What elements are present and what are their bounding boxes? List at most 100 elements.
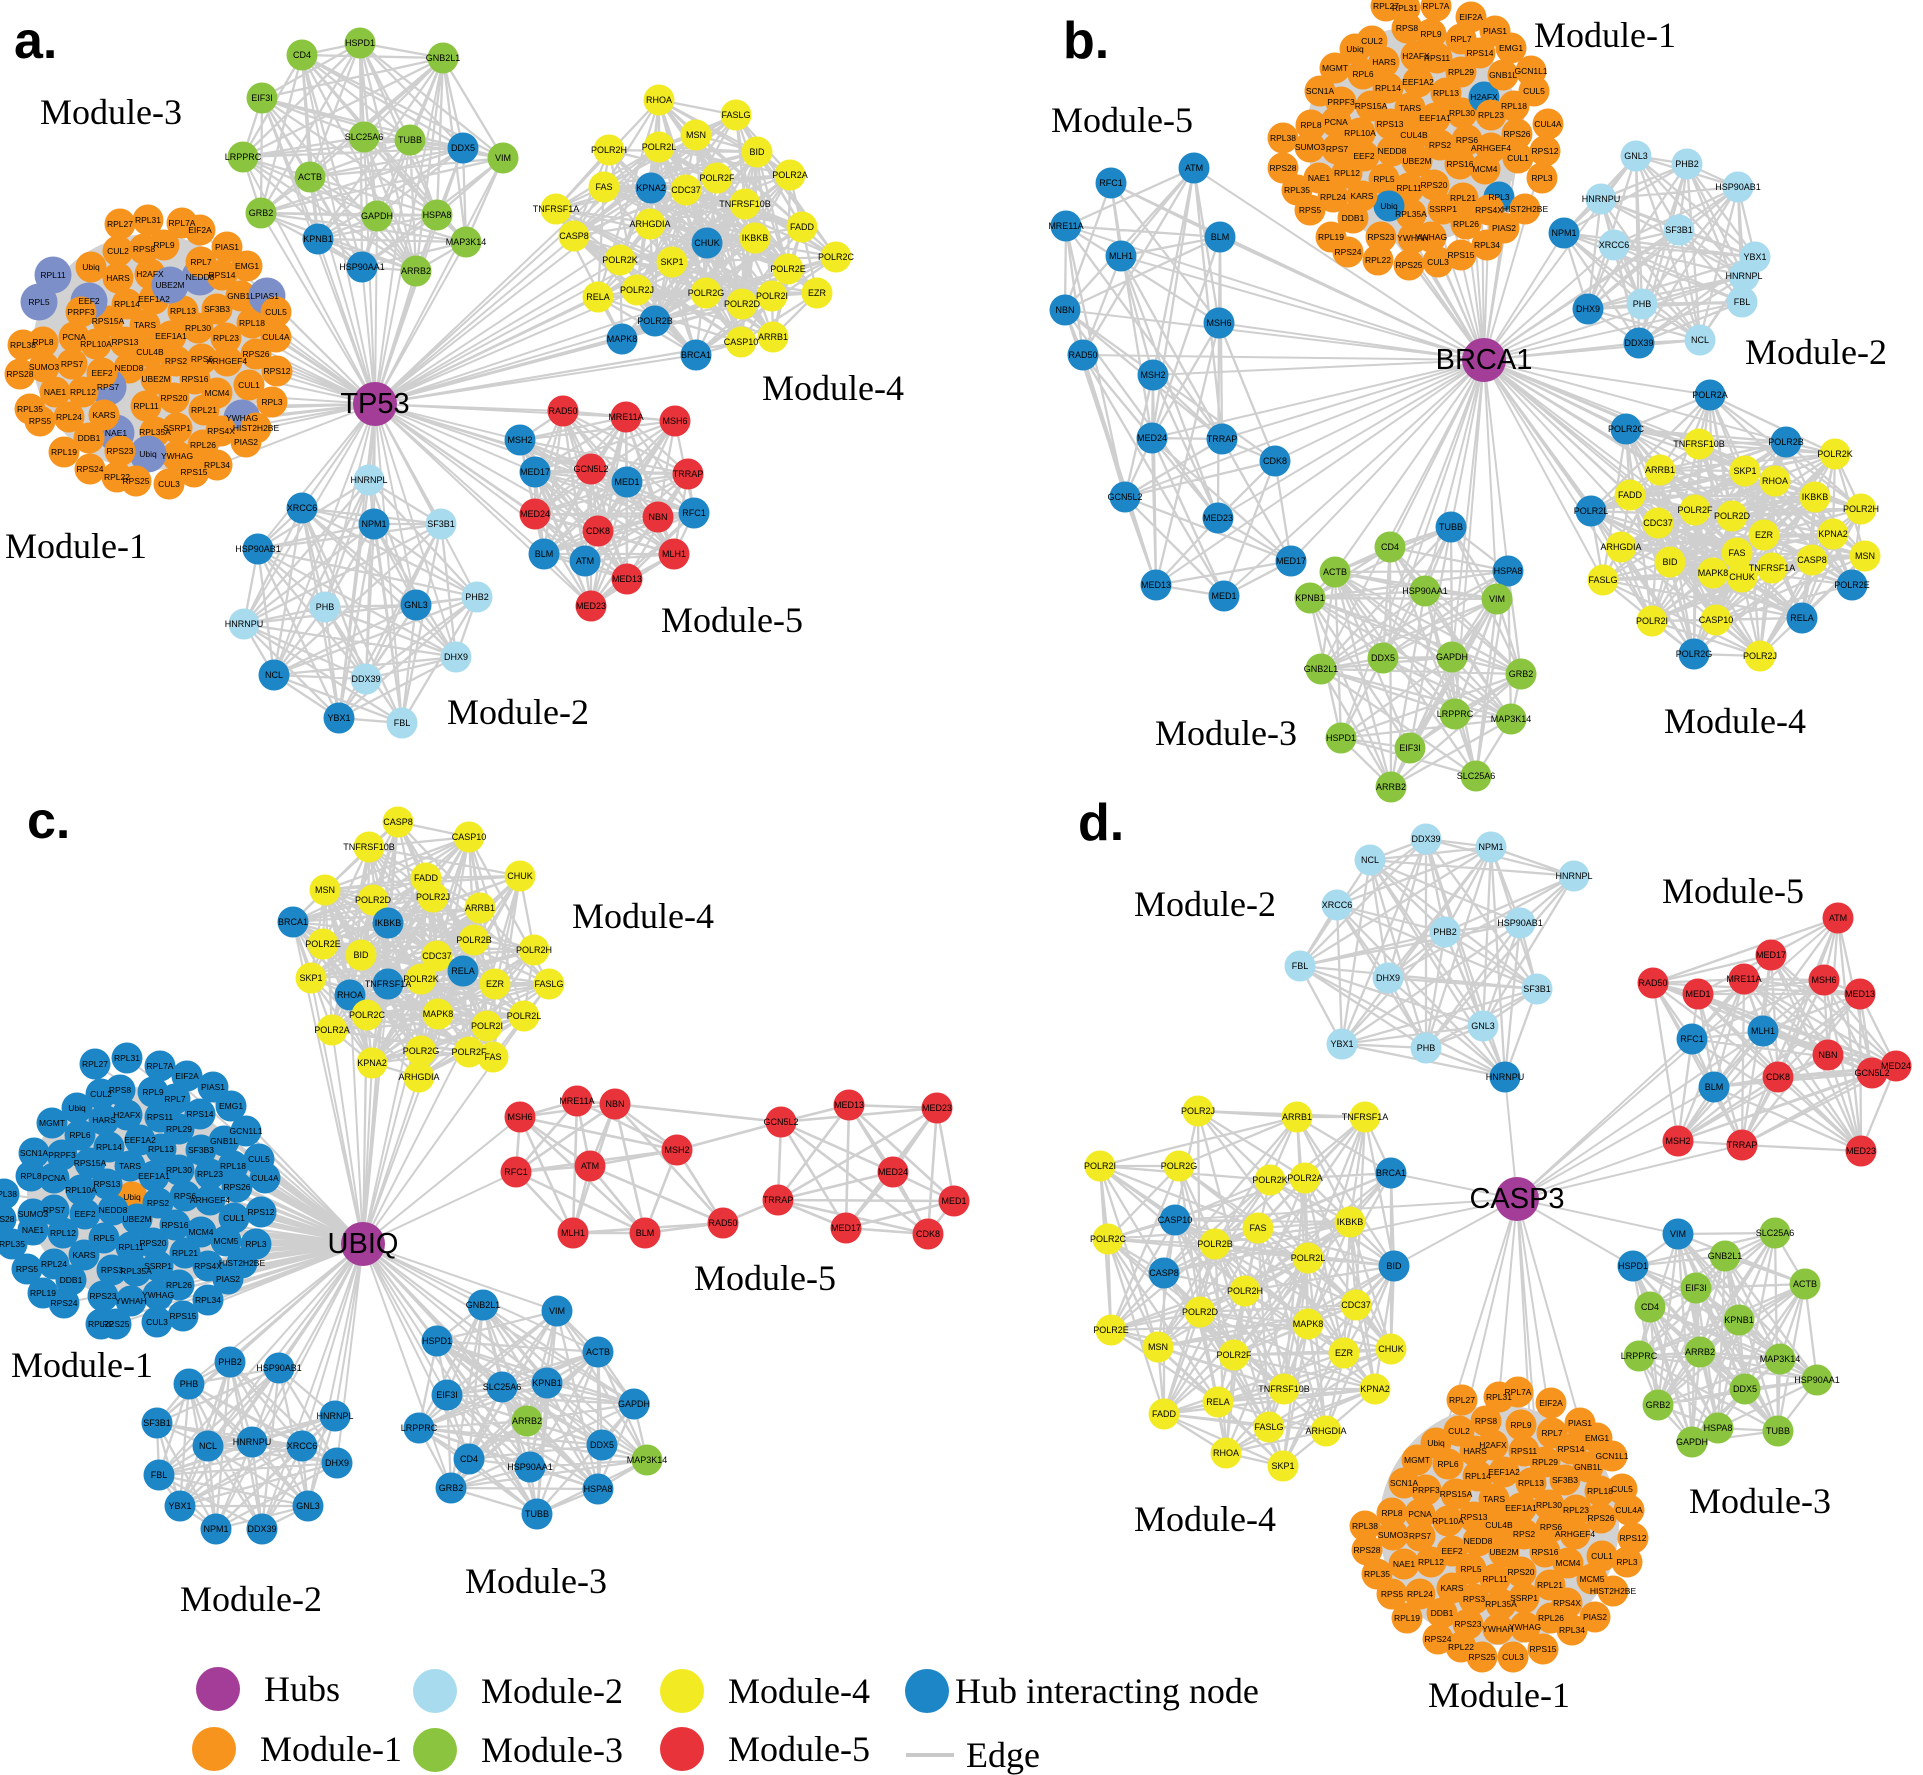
svg-text:GNL3: GNL3: [1471, 1021, 1495, 1031]
svg-text:NBN: NBN: [1818, 1050, 1837, 1060]
svg-text:FADD: FADD: [1618, 490, 1643, 500]
svg-text:ARHGDIA: ARHGDIA: [1600, 542, 1641, 552]
svg-text:RELA: RELA: [1206, 1397, 1230, 1407]
svg-text:KARS: KARS: [92, 410, 115, 420]
svg-text:NBN: NBN: [1055, 305, 1074, 315]
svg-text:RPS16: RPS16: [1532, 1547, 1559, 1557]
svg-text:CD4: CD4: [460, 1454, 478, 1464]
svg-text:CUL4A: CUL4A: [251, 1173, 279, 1183]
svg-text:MAP3K14: MAP3K14: [446, 237, 487, 247]
svg-text:SUMO3: SUMO3: [1295, 142, 1326, 152]
svg-text:RPL21: RPL21: [1537, 1580, 1563, 1590]
svg-text:PIAS2: PIAS2: [234, 437, 258, 447]
svg-text:CASP8: CASP8: [1797, 555, 1827, 565]
svg-text:POLR2A: POLR2A: [1287, 1173, 1323, 1183]
svg-text:EZR: EZR: [1755, 530, 1774, 540]
svg-text:FAS: FAS: [1249, 1223, 1266, 1233]
svg-text:MED17: MED17: [520, 467, 550, 477]
svg-text:RPL11: RPL11: [118, 1242, 144, 1252]
svg-text:RPL35: RPL35: [1284, 185, 1310, 195]
svg-text:MSN: MSN: [315, 885, 335, 895]
svg-text:MED1: MED1: [1211, 591, 1236, 601]
svg-text:DDX5: DDX5: [451, 143, 475, 153]
svg-text:ATM: ATM: [1185, 163, 1203, 173]
svg-text:DDX5: DDX5: [1371, 653, 1395, 663]
svg-text:RPL7: RPL7: [190, 257, 212, 267]
svg-text:POLR2K: POLR2K: [1817, 449, 1853, 459]
svg-text:RPL19: RPL19: [30, 1288, 56, 1298]
svg-text:BRCA1: BRCA1: [1436, 344, 1533, 376]
svg-text:ACTB: ACTB: [298, 172, 322, 182]
svg-text:PHB2: PHB2: [1433, 927, 1457, 937]
svg-text:Module-4: Module-4: [762, 368, 904, 408]
svg-text:CHUK: CHUK: [507, 871, 533, 881]
svg-text:POLR2L: POLR2L: [642, 142, 677, 152]
svg-text:RPS28: RPS28: [0, 1214, 15, 1224]
svg-text:ARRB1: ARRB1: [465, 903, 495, 913]
svg-text:RAD50: RAD50: [1068, 350, 1097, 360]
svg-text:KARS: KARS: [72, 1250, 95, 1260]
svg-text:HSPA8: HSPA8: [423, 210, 452, 220]
svg-text:RPS20: RPS20: [140, 1238, 167, 1248]
svg-text:XRCC6: XRCC6: [1322, 900, 1353, 910]
svg-text:POLR2L: POLR2L: [507, 1011, 542, 1021]
svg-text:PIAS2: PIAS2: [1583, 1612, 1607, 1622]
svg-text:TNFRSF1A: TNFRSF1A: [365, 979, 412, 989]
svg-text:HSPD1: HSPD1: [1618, 1261, 1648, 1271]
svg-text:SKP1: SKP1: [299, 973, 322, 983]
svg-text:EZR: EZR: [486, 979, 505, 989]
svg-text:a.: a.: [14, 12, 57, 70]
svg-text:BID: BID: [749, 147, 765, 157]
svg-text:RPL31: RPL31: [1392, 3, 1418, 13]
svg-text:CHUK: CHUK: [1729, 572, 1755, 582]
svg-text:RPS20: RPS20: [1508, 1567, 1535, 1577]
svg-text:KPNB1: KPNB1: [532, 1378, 562, 1388]
svg-text:FASLG: FASLG: [534, 979, 563, 989]
svg-text:RPS28: RPS28: [1270, 163, 1297, 173]
svg-text:RPS20: RPS20: [161, 393, 188, 403]
svg-text:KPNA2: KPNA2: [357, 1058, 387, 1068]
svg-text:EIF2A: EIF2A: [1459, 12, 1483, 22]
svg-text:PCNA: PCNA: [62, 332, 86, 342]
svg-text:RELA: RELA: [451, 966, 475, 976]
svg-text:KPNA2: KPNA2: [636, 183, 666, 193]
svg-text:HNRNPU: HNRNPU: [1486, 1072, 1525, 1082]
svg-text:RHOA: RHOA: [1762, 476, 1788, 486]
svg-text:PIAS1: PIAS1: [1483, 26, 1507, 36]
svg-text:RAD50: RAD50: [548, 406, 577, 416]
svg-text:RFC1: RFC1: [504, 1167, 528, 1177]
svg-text:HSP90AB1: HSP90AB1: [1497, 918, 1543, 928]
svg-text:RPL11: RPL11: [1482, 1574, 1508, 1584]
svg-text:RPS7: RPS7: [1409, 1531, 1431, 1541]
svg-text:RPL18: RPL18: [239, 318, 265, 328]
svg-text:RPL22: RPL22: [88, 1319, 114, 1329]
svg-text:RPL34: RPL34: [1474, 240, 1500, 250]
svg-text:LRPPRC: LRPPRC: [225, 152, 262, 162]
svg-text:TNFRSF1A: TNFRSF1A: [1342, 1112, 1389, 1122]
svg-text:RPS16: RPS16: [162, 1220, 189, 1230]
svg-text:RPS24: RPS24: [51, 1298, 78, 1308]
svg-text:PRPF3: PRPF3: [1412, 1485, 1440, 1495]
svg-text:CDK8: CDK8: [1766, 1072, 1790, 1082]
svg-text:MED13: MED13: [1845, 989, 1875, 999]
svg-text:HARS: HARS: [1463, 1446, 1487, 1456]
svg-text:MCM4: MCM4: [188, 1227, 213, 1237]
svg-text:YWHAH: YWHAH: [115, 1296, 147, 1306]
svg-text:GAPDH: GAPDH: [618, 1399, 650, 1409]
svg-text:VIM: VIM: [549, 1306, 565, 1316]
svg-text:FBL: FBL: [151, 1470, 168, 1480]
svg-text:CD4: CD4: [1381, 542, 1399, 552]
svg-text:GNB1L: GNB1L: [227, 291, 255, 301]
svg-text:Module-2: Module-2: [180, 1579, 322, 1619]
svg-text:NAE1: NAE1: [22, 1225, 44, 1235]
svg-text:CDC37: CDC37: [671, 185, 701, 195]
svg-text:H2AFX: H2AFX: [1402, 51, 1430, 61]
svg-text:PHB: PHB: [1417, 1043, 1436, 1053]
svg-text:CUL4B: CUL4B: [1485, 1520, 1513, 1530]
svg-text:EEF2: EEF2: [1353, 151, 1375, 161]
svg-text:EEF1A1: EEF1A1: [1419, 113, 1451, 123]
svg-text:DHX9: DHX9: [1576, 304, 1600, 314]
svg-text:RPL27: RPL27: [1449, 1395, 1475, 1405]
svg-text:CDK8: CDK8: [1263, 456, 1287, 466]
svg-text:HSPD1: HSPD1: [422, 1336, 452, 1346]
